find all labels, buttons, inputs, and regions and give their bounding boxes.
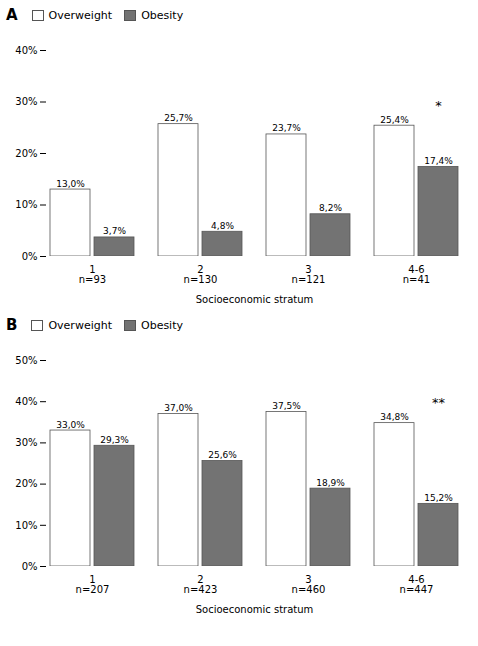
svg-text:34,8%: 34,8% (380, 412, 409, 422)
svg-text:33,0%: 33,0% (56, 420, 85, 430)
svg-text:30%: 30% (15, 437, 37, 448)
svg-text:37,0%: 37,0% (164, 403, 193, 413)
svg-text:37,5%: 37,5% (272, 401, 301, 411)
svg-text:2n=130: 2n=130 (184, 264, 218, 285)
svg-text:15,2%: 15,2% (424, 493, 453, 503)
svg-text:3n=460: 3n=460 (292, 574, 326, 595)
svg-text:8,2%: 8,2% (319, 203, 342, 213)
svg-text:10%: 10% (15, 199, 37, 210)
html-text:Overweight: Overweight (48, 8, 113, 22)
svg-text:25,4%: 25,4% (380, 115, 409, 125)
svg-text:0%: 0% (22, 561, 38, 572)
svg-text:17,4%: 17,4% (424, 156, 453, 166)
svg-text:40%: 40% (15, 45, 37, 56)
svg-text:50%: 50% (15, 355, 37, 366)
svg-text:3,7%: 3,7% (103, 226, 126, 236)
svg-text:4,8%: 4,8% (211, 221, 234, 231)
svg-text:23,7%: 23,7% (272, 123, 301, 133)
svg-text:25,6%: 25,6% (208, 450, 237, 460)
svg-text:18,9%: 18,9% (316, 478, 345, 488)
svg-text:4-6n=41: 4-6n=41 (403, 264, 430, 285)
svg-text:1n=207: 1n=207 (76, 574, 110, 595)
svg-text:3n=121: 3n=121 (292, 264, 326, 285)
svg-text:10%: 10% (15, 520, 37, 531)
svg-text:Socioeconomic stratum: Socioeconomic stratum (196, 604, 314, 615)
svg-text:40%: 40% (15, 396, 37, 407)
svg-text:13,0%: 13,0% (56, 179, 85, 189)
svg-text:**: ** (432, 395, 446, 410)
svg-text:20%: 20% (15, 478, 37, 489)
svg-text:20%: 20% (15, 148, 37, 159)
svg-text:25,7%: 25,7% (164, 113, 193, 123)
html-text:B: B (6, 316, 18, 334)
html-text:Overweight: Overweight (48, 318, 112, 332)
html-text:A: A (6, 6, 18, 24)
svg-text:29,3%: 29,3% (100, 435, 129, 445)
html-text:Obesity: Obesity (141, 318, 183, 332)
svg-text:2n=423: 2n=423 (184, 574, 218, 595)
svg-text:*: * (435, 98, 442, 113)
svg-text:Socioeconomic stratum: Socioeconomic stratum (196, 294, 314, 305)
svg-text:1n=93: 1n=93 (79, 264, 106, 285)
svg-text:4-6n=447: 4-6n=447 (400, 574, 434, 595)
svg-text:0%: 0% (22, 251, 38, 262)
html-text:Obesity: Obesity (141, 8, 184, 22)
svg-text:30%: 30% (15, 96, 37, 107)
